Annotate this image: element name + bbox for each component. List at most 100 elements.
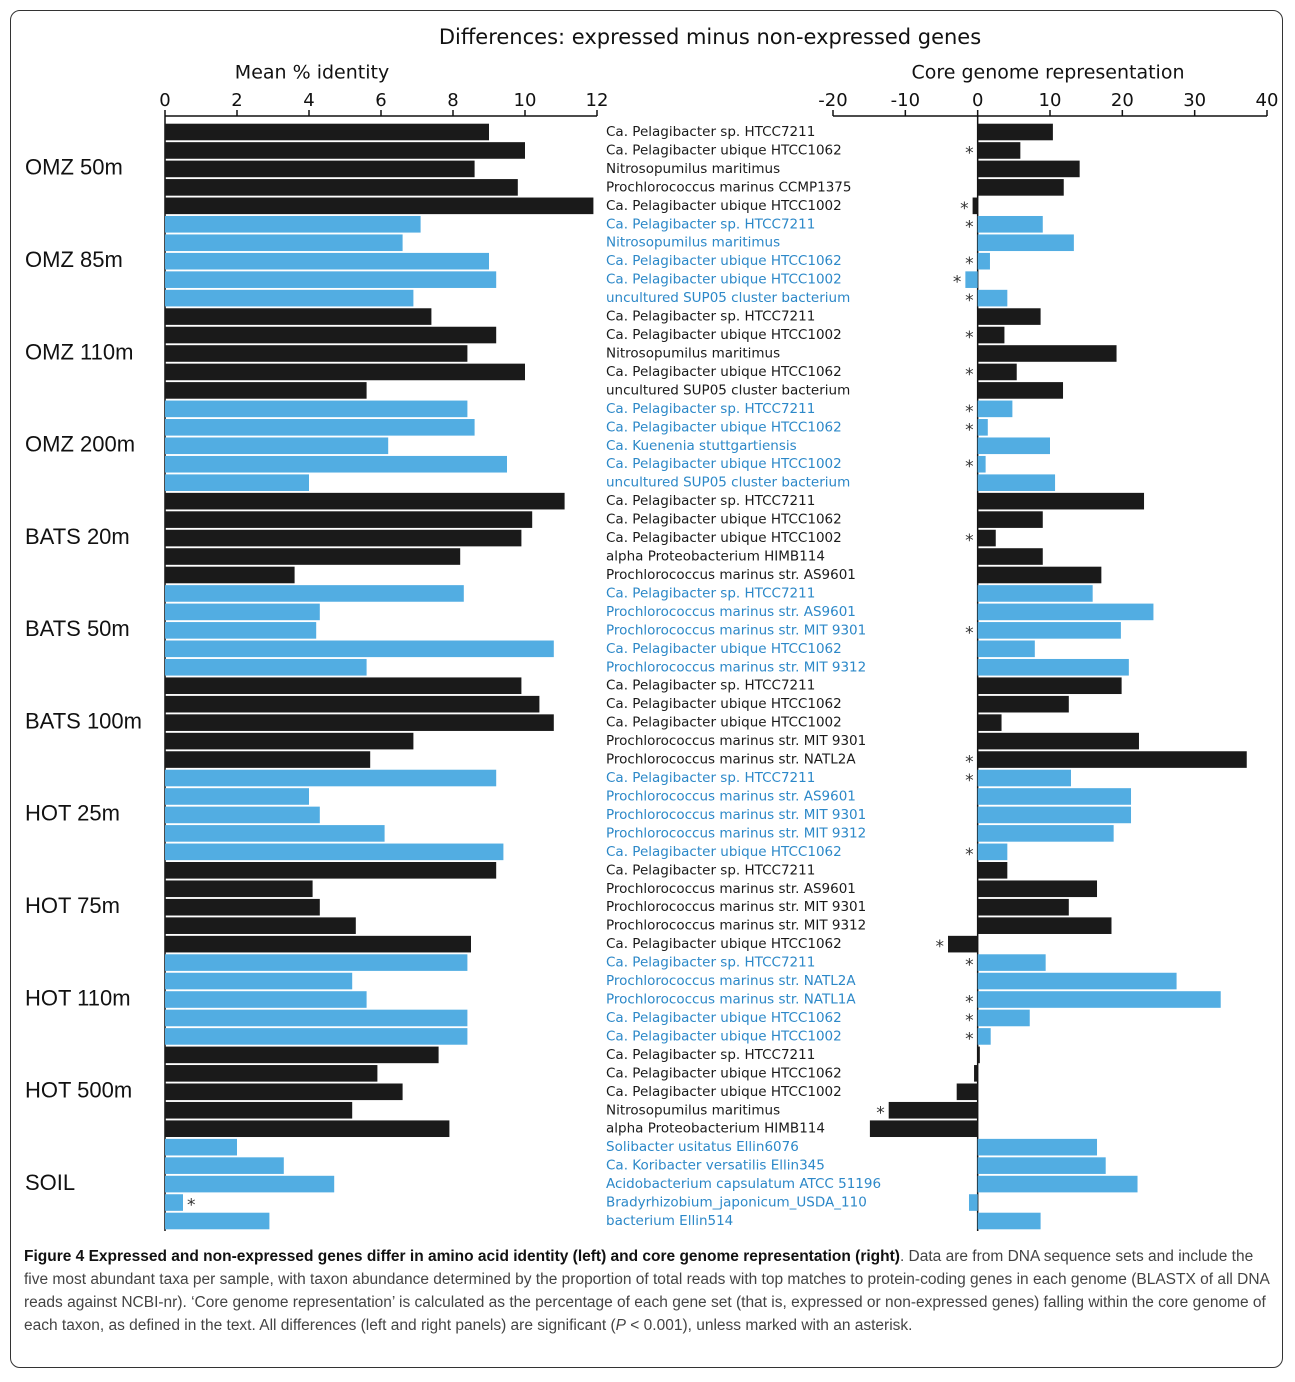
taxon-label: Ca. Pelagibacter sp. HTCC7211 (606, 401, 815, 417)
x-tick-label: 30 (1183, 90, 1206, 111)
bar (165, 382, 367, 399)
taxon-label: Ca. Pelagibacter sp. HTCC7211 (606, 585, 815, 601)
significance-marker: * (965, 254, 974, 274)
x-tick-label: 10 (1039, 90, 1062, 111)
x-tick-label: -20 (818, 90, 847, 111)
bar (869, 1120, 978, 1138)
bar (165, 123, 489, 141)
taxon-label: Ca. Pelagibacter sp. HTCC7211 (606, 955, 815, 971)
group-label: HOT 500m (25, 1078, 132, 1103)
bar (165, 492, 565, 510)
bar (165, 954, 468, 971)
significance-marker: * (965, 328, 974, 348)
bar (977, 640, 1035, 658)
bar (977, 1212, 1041, 1230)
bar (165, 1120, 450, 1138)
group-label: HOT 110m (25, 985, 131, 1010)
significance-marker: * (965, 143, 974, 163)
bar (165, 843, 504, 861)
bar (977, 585, 1093, 602)
bar (165, 548, 461, 565)
taxon-label: Ca. Pelagibacter ubique HTCC1002 (606, 530, 842, 546)
taxon-label: Ca. Pelagibacter ubique HTCC1062 (606, 512, 842, 528)
bar (977, 437, 1050, 455)
taxon-label: uncultured SUP05 cluster bacterium (606, 382, 850, 398)
taxon-label: Ca. Koribacter versatilis Ellin345 (606, 1158, 825, 1174)
significance-marker: * (953, 273, 962, 293)
x-tick-label: 12 (586, 90, 609, 111)
bar (977, 806, 1132, 824)
bar (165, 658, 367, 676)
group-label: OMZ 110m (25, 339, 133, 364)
bar (977, 252, 990, 270)
group-label: HOT 75m (25, 893, 120, 918)
taxon-label: Nitrosopumilus maritimus (606, 1102, 780, 1118)
bar (165, 862, 497, 879)
caption: Figure 4 Expressed and non-expressed gen… (24, 1245, 1274, 1337)
x-tick-label: 0 (972, 90, 983, 111)
taxon-label: Ca. Pelagibacter ubique HTCC1062 (606, 844, 842, 860)
bar (977, 954, 1046, 971)
bar (165, 566, 295, 584)
bar (165, 1046, 439, 1064)
significance-marker: * (965, 1029, 974, 1049)
bar (977, 382, 1064, 399)
taxon-label: Ca. Pelagibacter sp. HTCC7211 (606, 678, 815, 694)
bar (977, 529, 996, 547)
significance-marker: * (965, 457, 974, 477)
caption-heading: Figure 4 Expressed and non-expressed gen… (24, 1248, 900, 1265)
bar (977, 1046, 980, 1064)
bar (165, 511, 533, 528)
bar (165, 714, 554, 731)
taxon-label: Ca. Pelagibacter sp. HTCC7211 (606, 770, 815, 786)
bar (977, 825, 1114, 842)
bar (977, 566, 1102, 584)
bar (977, 326, 1005, 344)
axis-label: Mean % identity (235, 62, 389, 84)
bar (977, 345, 1117, 362)
x-tick-label: 6 (375, 90, 386, 111)
significance-marker: * (965, 402, 974, 422)
bar (977, 511, 1043, 528)
bar (977, 695, 1069, 713)
significance-marker: * (965, 531, 974, 551)
bar (165, 991, 367, 1008)
bar (888, 1101, 978, 1119)
significance-marker: * (965, 845, 974, 865)
bar (977, 400, 1013, 418)
bar (165, 1028, 468, 1045)
taxon-label: Ca. Pelagibacter ubique HTCC1062 (606, 936, 842, 952)
caption-text: < 0.001), unless marked with an asterisk… (626, 1317, 913, 1334)
significance-marker: * (965, 956, 974, 976)
bar (977, 419, 988, 436)
taxon-label: Prochlorococcus marinus str. MIT 9301 (606, 733, 866, 749)
bar (165, 1138, 237, 1156)
bar (977, 474, 1056, 491)
bar (977, 917, 1112, 934)
taxon-label: Ca. Pelagibacter ubique HTCC1062 (606, 419, 842, 435)
bar (977, 972, 1177, 990)
x-tick-label: 4 (303, 90, 314, 111)
bar (165, 179, 518, 196)
taxon-label: Ca. Pelagibacter ubique HTCC1062 (606, 1010, 842, 1026)
bar (977, 714, 1002, 731)
bar (165, 695, 540, 713)
bar (165, 640, 554, 658)
x-tick-label: 40 (1256, 90, 1279, 111)
bar (974, 1065, 978, 1082)
bar (165, 898, 320, 916)
bar (977, 160, 1080, 178)
taxon-label: Ca. Pelagibacter ubique HTCC1002 (606, 715, 842, 731)
taxon-label: Prochlorococcus marinus str. AS9601 (606, 788, 856, 804)
bar (165, 160, 475, 178)
taxon-label: Ca. Pelagibacter sp. HTCC7211 (606, 124, 815, 140)
bar (977, 991, 1221, 1008)
significance-marker: * (960, 199, 969, 219)
bar (165, 252, 489, 270)
bar (165, 1009, 468, 1027)
bar (956, 1083, 978, 1101)
bar (977, 788, 1132, 805)
taxon-label: alpha Proteobacterium HIMB114 (606, 1121, 825, 1137)
taxon-label: bacterium Ellin514 (606, 1213, 733, 1229)
taxon-label: Prochlorococcus marinus str. AS9601 (606, 881, 856, 897)
